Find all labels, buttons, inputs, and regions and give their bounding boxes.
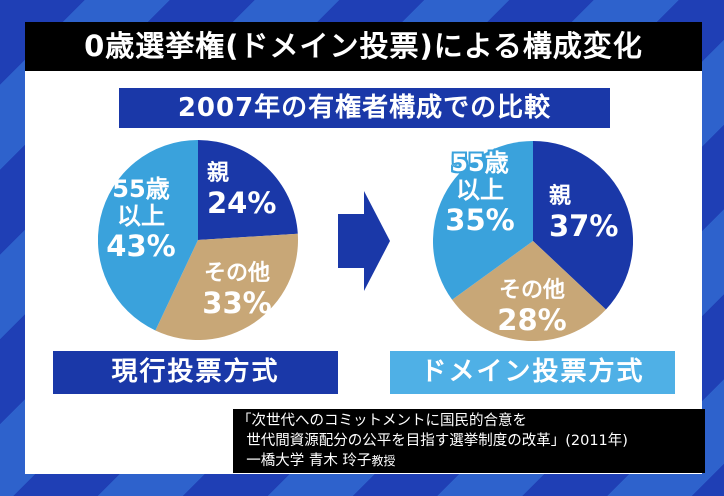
- source-caption: 「次世代へのコミットメントに国民的合意を 世代間資源配分の公平を目指す選挙制度の…: [233, 409, 705, 473]
- label-current-parents: 親 24%: [207, 161, 277, 220]
- pie-chart-current: [98, 140, 298, 340]
- slice-others: [155, 233, 298, 340]
- caption-author: 一橋大学 青木 玲子: [237, 453, 372, 469]
- chart-subtitle: 2007年の有権者構成での比較: [119, 88, 610, 128]
- slice-parents: [198, 140, 298, 240]
- label-domain-parents: 親 37%: [549, 184, 619, 243]
- label-current-others: その他 33%: [202, 261, 272, 320]
- slice-age55plus: [98, 140, 198, 331]
- slice-age55plus: [433, 141, 533, 300]
- caption-line-2: 世代間資源配分の公平を目指す選挙制度の改革」(2011年): [237, 433, 628, 449]
- caption-line-1: 「次世代へのコミットメントに国民的合意を: [237, 413, 527, 429]
- pie-chart-domain: [433, 141, 633, 341]
- label-domain-others: その他 28%: [497, 278, 567, 337]
- label-current-age55plus: 55歳 以上 43%: [106, 175, 176, 263]
- page-title: 0歳選挙権(ドメイン投票)による構成変化: [25, 22, 702, 71]
- domain-method-label: ドメイン投票方式: [390, 351, 675, 394]
- right-arrow-icon: [338, 191, 390, 295]
- slice-parents: [533, 141, 633, 310]
- label-domain-age55plus: 55歳 以上 35%: [445, 149, 515, 237]
- current-method-label: 現行投票方式: [53, 351, 338, 394]
- caption-author-title: 教授: [371, 454, 396, 468]
- slice-others: [452, 241, 606, 341]
